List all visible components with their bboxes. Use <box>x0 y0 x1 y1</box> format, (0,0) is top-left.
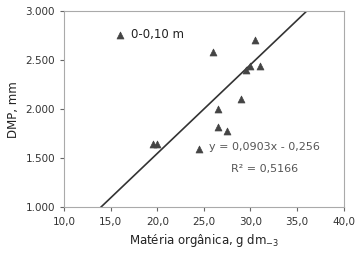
Point <box>215 107 221 111</box>
Text: 0-0,10 m: 0-0,10 m <box>131 28 184 41</box>
Point <box>210 50 216 54</box>
Point <box>154 142 160 146</box>
Y-axis label: DMP, mm: DMP, mm <box>7 81 20 137</box>
Point <box>238 97 244 101</box>
Point <box>248 64 253 68</box>
Point <box>224 129 230 133</box>
Text: y = 0,0903x - 0,256: y = 0,0903x - 0,256 <box>209 142 320 152</box>
Point <box>243 68 249 72</box>
X-axis label: Matéria orgânica, g dm$_{-3}$: Matéria orgânica, g dm$_{-3}$ <box>129 232 279 249</box>
Text: R² = 0,5166: R² = 0,5166 <box>231 164 298 174</box>
Point <box>150 142 156 146</box>
Point <box>196 146 202 151</box>
Point <box>252 38 258 42</box>
Point <box>215 125 221 129</box>
Point <box>257 64 262 68</box>
Point <box>117 33 123 37</box>
